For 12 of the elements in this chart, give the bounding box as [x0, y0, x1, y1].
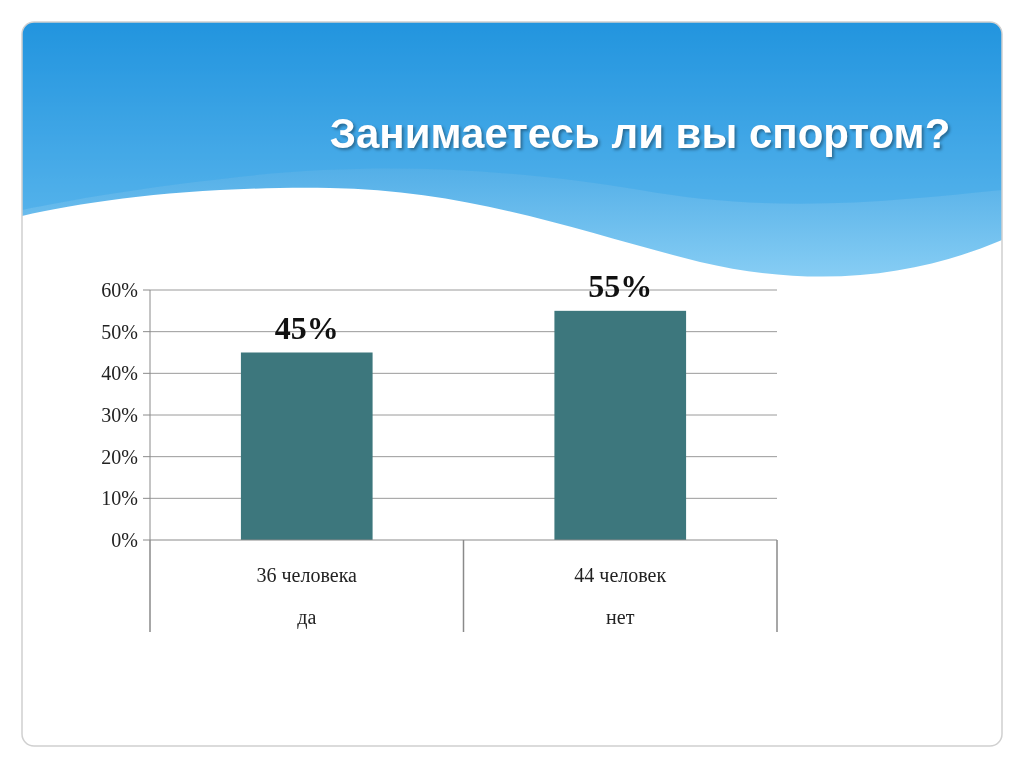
y-tick-label: 40%: [101, 362, 138, 385]
y-tick-label: 0%: [111, 529, 138, 551]
y-tick-label: 30%: [101, 404, 138, 426]
x-tick-label: 36 человека да: [256, 564, 358, 629]
x-tick-label: 44 человек нет: [574, 564, 667, 628]
y-tick-label: 10%: [101, 487, 138, 510]
y-tick-label: 20%: [101, 445, 138, 468]
chart-title: Занимаетесь ли вы спортом?: [329, 110, 951, 157]
data-label: 55%: [588, 267, 653, 304]
y-tick-label: 60%: [101, 279, 138, 301]
data-label: 45%: [274, 309, 339, 346]
y-tick-label: 50%: [101, 320, 138, 343]
